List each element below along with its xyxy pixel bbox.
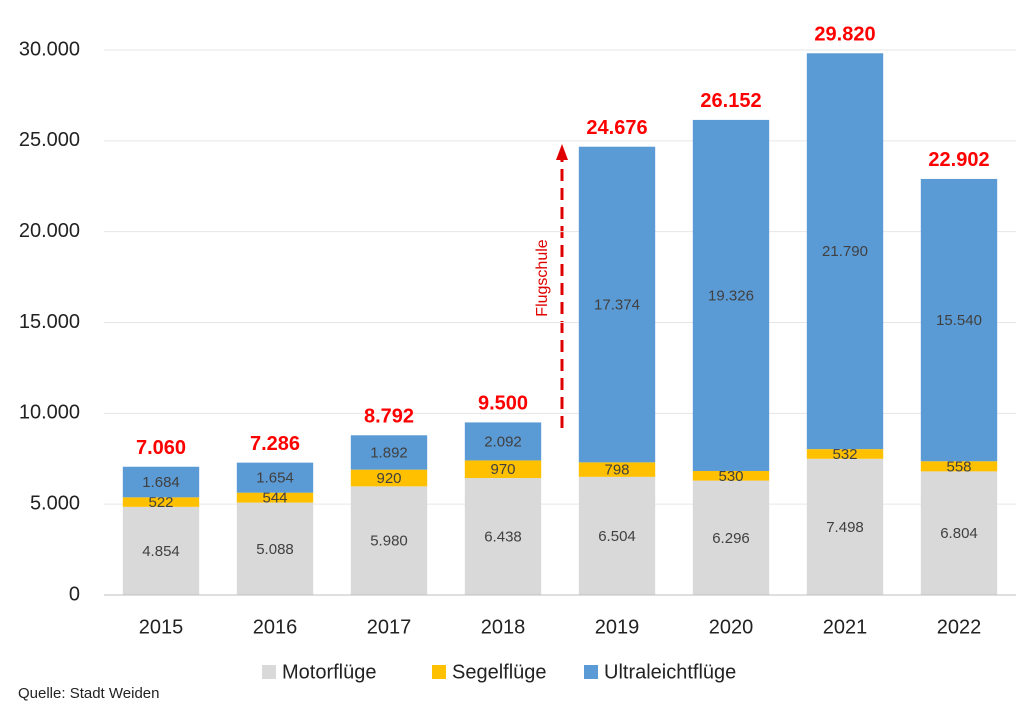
bar-segment <box>122 497 200 507</box>
bar-segment <box>806 53 884 450</box>
total-label: 7.286 <box>250 433 300 455</box>
x-tick-label: 2020 <box>709 616 754 638</box>
value-label: 19.326 <box>708 287 754 304</box>
bar-segment <box>692 470 770 481</box>
total-label: 26.152 <box>700 90 761 112</box>
bar-segment <box>464 460 542 479</box>
value-label: 2.092 <box>484 433 522 450</box>
bar-segment <box>236 492 314 503</box>
x-tick-label: 2017 <box>367 616 412 638</box>
x-tick-label: 2021 <box>823 616 868 638</box>
bar-segment <box>464 478 542 595</box>
value-label: 530 <box>718 468 743 485</box>
value-label: 6.296 <box>712 530 750 547</box>
total-label: 24.676 <box>586 117 647 139</box>
y-tick-label: 0 <box>69 583 80 605</box>
value-label: 5.088 <box>256 541 294 558</box>
total-label: 7.060 <box>136 437 186 459</box>
value-label: 558 <box>946 458 971 475</box>
bar-segment <box>920 471 998 595</box>
legend-label: Segelflüge <box>452 661 547 683</box>
value-label: 1.892 <box>370 444 408 461</box>
y-tick-label: 20.000 <box>19 220 80 242</box>
annotation: Flugschule <box>534 239 551 316</box>
total-label: 29.820 <box>814 24 875 46</box>
bar-segment <box>806 449 884 459</box>
bar-segment <box>350 469 428 487</box>
value-label: 532 <box>832 446 857 463</box>
bar-segment <box>464 422 542 461</box>
value-label: 522 <box>148 494 173 511</box>
value-label: 4.854 <box>142 543 180 560</box>
total-label: 9.500 <box>478 393 528 415</box>
legend-swatch <box>432 665 446 679</box>
y-tick-label: 30.000 <box>19 38 80 60</box>
bar-segment <box>350 435 428 470</box>
y-tick-label: 10.000 <box>19 402 80 424</box>
x-tick-label: 2018 <box>481 616 526 638</box>
bar-segment <box>236 502 314 595</box>
value-label: 6.438 <box>484 528 522 545</box>
bar-segment <box>350 486 428 595</box>
value-label: 21.790 <box>822 243 868 260</box>
x-tick-label: 2022 <box>937 616 982 638</box>
value-label: 970 <box>490 461 515 478</box>
bar-segment <box>236 462 314 493</box>
value-label: 920 <box>376 470 401 487</box>
legend-label: Ultraleichtflüge <box>604 661 736 683</box>
bar-segment <box>122 466 200 498</box>
bar-segment <box>692 480 770 595</box>
bar-segment <box>578 462 656 477</box>
bar-segment <box>920 461 998 472</box>
legend-swatch <box>262 665 276 679</box>
legend-label: Motorflüge <box>282 661 377 683</box>
value-label: 1.654 <box>256 470 294 487</box>
bar-segment <box>578 476 656 595</box>
total-label: 8.792 <box>364 406 414 428</box>
value-label: 1.684 <box>142 474 180 491</box>
value-label: 6.804 <box>940 525 978 542</box>
value-label: 6.504 <box>598 528 636 545</box>
value-label: 798 <box>604 462 629 479</box>
y-tick-label: 15.000 <box>19 311 80 333</box>
bar-segment <box>920 178 998 462</box>
x-tick-label: 2015 <box>139 616 184 638</box>
total-label: 22.902 <box>928 149 989 171</box>
y-tick-label: 5.000 <box>30 492 80 514</box>
y-tick-label: 25.000 <box>19 129 80 151</box>
value-label: 5.980 <box>370 533 408 550</box>
legend-swatch <box>584 665 598 679</box>
value-label: 17.374 <box>594 297 640 314</box>
value-label: 544 <box>262 490 287 507</box>
value-label: 15.540 <box>936 312 982 329</box>
annotation-arrowhead <box>556 144 568 160</box>
bar-segment <box>122 506 200 595</box>
x-tick-label: 2019 <box>595 616 640 638</box>
source: Quelle: Stadt Weiden <box>18 685 159 702</box>
bar-segment <box>806 458 884 595</box>
value-label: 7.498 <box>826 519 864 536</box>
bar-segment <box>692 119 770 471</box>
x-tick-label: 2016 <box>253 616 298 638</box>
bar-segment <box>578 146 656 463</box>
